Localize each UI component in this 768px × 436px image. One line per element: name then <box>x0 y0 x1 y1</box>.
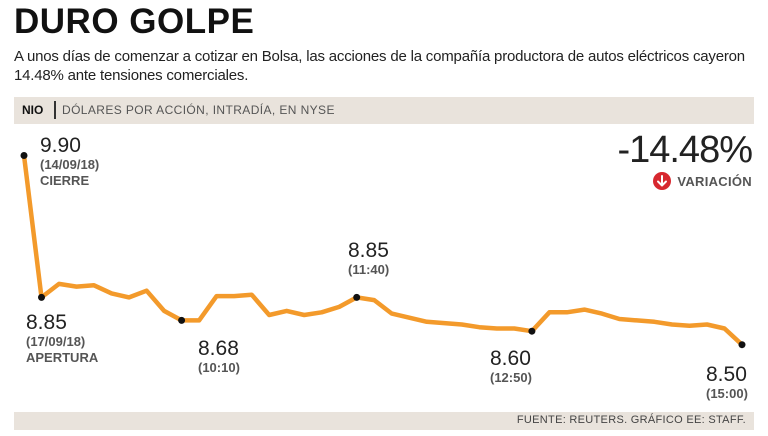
down-arrow-icon <box>653 172 672 190</box>
annotation-open: 8.85 (17/09/18) APERTURA <box>26 312 98 366</box>
annotation-1250: 8.60 (12:50) <box>490 348 532 386</box>
units-label: DÓLARES POR ACCIÓN, INTRADÍA, EN NYSE <box>62 103 335 117</box>
variation-row: VARIACIÓN <box>653 172 752 190</box>
annotation-time: (11:40) <box>348 262 390 277</box>
annotation-1140: 8.85 (11:40) <box>348 240 389 278</box>
change-percent: -14.48% <box>617 129 753 171</box>
data-point-marker <box>38 293 45 301</box>
annotation-date: (14/09/18) <box>40 157 100 172</box>
annotation-1500: 8.50 (15:00) <box>706 364 748 402</box>
annotation-note: CIERRE <box>40 173 90 188</box>
annotation-value: 8.60 <box>490 347 531 370</box>
annotation-value: 8.85 <box>26 311 67 334</box>
chart-subtitle: A unos días de comenzar a cotizar en Bol… <box>14 48 745 84</box>
annotation-time: (12:50) <box>490 370 532 385</box>
data-point-marker <box>528 327 536 335</box>
annotation-value: 8.68 <box>198 337 239 360</box>
chart-title: DURO GOLPE <box>14 2 255 41</box>
annotation-1010: 8.68 (10:10) <box>198 338 240 376</box>
data-point-marker <box>353 293 361 301</box>
data-point-marker <box>20 152 28 159</box>
data-point-marker <box>178 316 186 324</box>
price-series-line <box>21 153 745 347</box>
annotation-close: 9.90 (14/09/18) CIERRE <box>40 135 99 189</box>
annotation-note: APERTURA <box>26 350 99 365</box>
annotation-value: 8.85 <box>348 239 389 262</box>
annotation-time: (10:10) <box>198 360 240 375</box>
variation-label: VARIACIÓN <box>677 173 752 189</box>
highlight-markers <box>20 152 746 349</box>
info-band: NIO DÓLARES POR ACCIÓN, INTRADÍA, EN NYS… <box>14 97 754 124</box>
annotation-time: (15:00) <box>706 386 748 401</box>
annotation-value: 8.50 <box>706 363 747 386</box>
footer-band: FUENTE: REUTERS. GRÁFICO EE: STAFF. <box>14 412 754 430</box>
ticker-label: NIO <box>22 103 44 117</box>
data-point-marker <box>738 341 746 349</box>
source-credit: FUENTE: REUTERS. GRÁFICO EE: STAFF. <box>516 414 746 426</box>
annotation-date: (17/09/18) <box>26 334 86 349</box>
annotation-value: 9.90 <box>40 134 81 157</box>
band-divider <box>54 101 56 119</box>
